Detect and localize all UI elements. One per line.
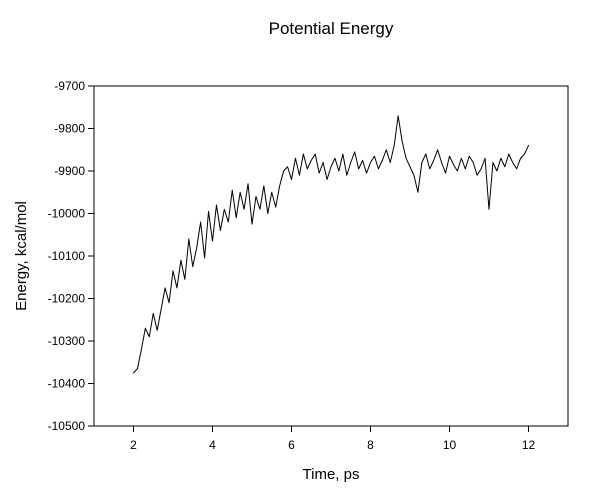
x-tick-label-1: 4 — [209, 438, 216, 452]
y-tick-label-4: -10100 — [48, 249, 86, 263]
plot-area-frame — [93, 85, 569, 427]
x-tick-label-3: 8 — [367, 438, 374, 452]
y-axis-label: Energy, kcal/mol — [13, 201, 30, 311]
y-tick-label-7: -9800 — [54, 122, 85, 136]
y-tick-label-2: -10300 — [48, 334, 86, 348]
x-axis-ticks: 2 4 6 8 10 12 — [130, 426, 535, 452]
y-tick-label-1: -10400 — [48, 377, 86, 391]
y-tick-label-3: -10200 — [48, 292, 86, 306]
y-tick-label-0: -10500 — [48, 419, 86, 433]
x-tick-label-4: 10 — [443, 438, 457, 452]
y-tick-label-8: -9700 — [54, 79, 85, 93]
x-axis-label: Time, ps — [303, 466, 360, 483]
series-line — [133, 115, 529, 374]
x-tick-label-0: 2 — [130, 438, 137, 452]
x-tick-label-2: 6 — [288, 438, 295, 452]
y-tick-label-5: -10000 — [48, 207, 86, 221]
y-axis-ticks: -10500 -10400 -10300 -10200 -10100 -10000 -990… — [48, 79, 94, 433]
x-tick-label-5: 12 — [522, 438, 536, 452]
y-tick-label-6: -9900 — [54, 164, 85, 178]
chart-title: Potential Energy — [269, 19, 394, 38]
